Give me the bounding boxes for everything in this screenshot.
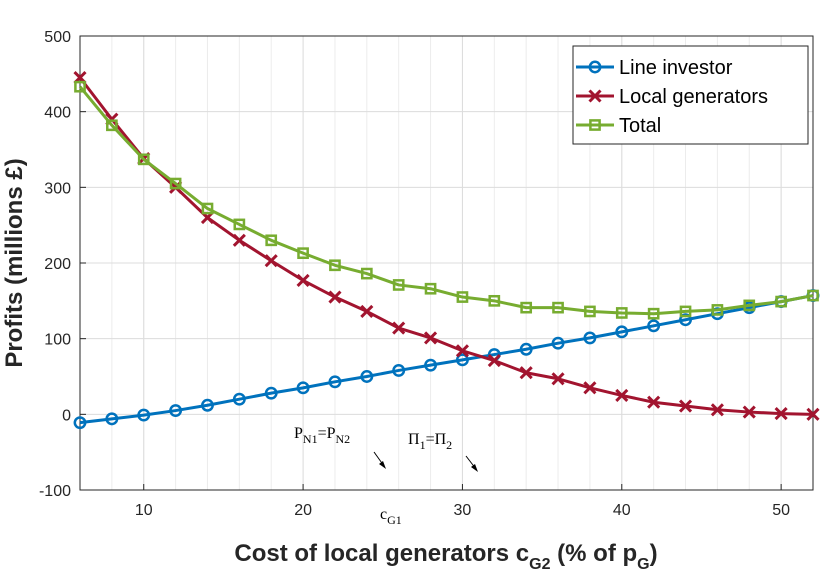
data-point (807, 289, 819, 302)
tick-marks (80, 35, 782, 491)
data-point (551, 372, 565, 386)
legend-swatch-marker (589, 119, 601, 131)
data-point (647, 395, 661, 409)
data-point (679, 313, 692, 327)
x-tick-label: 40 (613, 502, 631, 519)
data-point (74, 80, 86, 93)
x-tick-label: 20 (294, 502, 312, 519)
annotation-pn-text: PN1=PN2 (294, 425, 350, 446)
data-point (137, 408, 151, 422)
data-point (329, 259, 341, 272)
annotation-pn-equal: PN1=PN2 (294, 425, 386, 469)
legend-label: Total (619, 115, 661, 137)
legend: Line investor Local generators Total (572, 45, 809, 145)
data-point (424, 282, 437, 295)
data-point (232, 233, 246, 247)
data-point (360, 267, 373, 280)
data-point (169, 404, 183, 417)
data-point (615, 307, 628, 319)
y-tick-label: 300 (44, 180, 71, 197)
data-point (647, 319, 661, 333)
x-tick-label: 30 (454, 502, 472, 519)
y-tick-label: 400 (44, 105, 71, 122)
data-point (774, 407, 788, 421)
annotation-pi-text: Π1=Π2 (408, 431, 452, 452)
data-point (519, 342, 533, 356)
data-point (711, 304, 724, 316)
data-point (519, 366, 533, 380)
annotation-pi-arrowhead (471, 464, 478, 472)
data-point (265, 234, 278, 247)
data-point (455, 353, 469, 367)
data-point (232, 392, 246, 406)
data-point (583, 331, 597, 345)
data-point (106, 119, 118, 132)
data-point (296, 381, 310, 395)
legend-swatch-marker (588, 89, 602, 103)
data-point (297, 247, 309, 260)
data-point (233, 218, 246, 231)
legend-swatch-marker (588, 60, 602, 74)
legend-label: Local generators (619, 86, 768, 108)
x-tick-label: 50 (772, 502, 790, 519)
y-tick-label: 100 (44, 332, 71, 349)
data-point (584, 305, 596, 318)
annotation-pi-equal: Π1=Π2 (408, 431, 478, 472)
data-point (583, 381, 597, 395)
data-point (679, 305, 692, 318)
data-point (73, 416, 87, 430)
data-point (392, 321, 406, 335)
data-point (169, 177, 182, 190)
data-point (201, 398, 214, 412)
data-point (360, 370, 374, 383)
data-point (678, 399, 693, 413)
series-total (74, 80, 819, 320)
data-point (296, 273, 310, 287)
data-point (710, 403, 724, 417)
data-point (455, 344, 469, 358)
data-point (488, 294, 501, 307)
y-tick-label: -100 (39, 483, 71, 500)
legend-item: Total (576, 115, 661, 137)
legend-label: Line investor (619, 57, 733, 79)
data-point (264, 254, 278, 268)
data-point (201, 202, 214, 215)
data-point (424, 331, 438, 345)
data-point (743, 299, 756, 312)
data-point (806, 407, 820, 421)
x-axis-title: Cost of local generators cG2 (% of pG) (234, 540, 657, 573)
data-point (360, 304, 374, 318)
data-point (551, 336, 565, 350)
y-axis-title: Profits (millions £) (1, 158, 28, 367)
data-point (520, 301, 533, 314)
x-tick-label: 10 (135, 502, 153, 519)
data-point (456, 291, 469, 303)
legend-item: Local generators (576, 86, 768, 108)
data-point (392, 279, 405, 291)
data-point (647, 307, 660, 320)
annotation-pn-arrowhead (379, 461, 386, 469)
data-point (615, 388, 629, 402)
y-tick-label: 200 (44, 256, 71, 273)
y-tick-label: 500 (44, 29, 71, 46)
data-point (742, 405, 756, 419)
data-point (105, 412, 119, 426)
data-point (424, 358, 438, 372)
data-point (328, 290, 342, 304)
data-point (392, 363, 406, 377)
data-point (552, 301, 564, 314)
y-tick-label: 0 (62, 407, 71, 424)
data-point (775, 295, 787, 308)
data-point (487, 354, 501, 368)
data-point (615, 325, 629, 339)
data-point (264, 386, 278, 400)
data-point (328, 375, 342, 389)
annotation-cg1-label: cG1 (380, 506, 402, 527)
legend-item: Line investor (576, 57, 733, 79)
data-point (137, 153, 150, 166)
series-layer (73, 71, 820, 430)
